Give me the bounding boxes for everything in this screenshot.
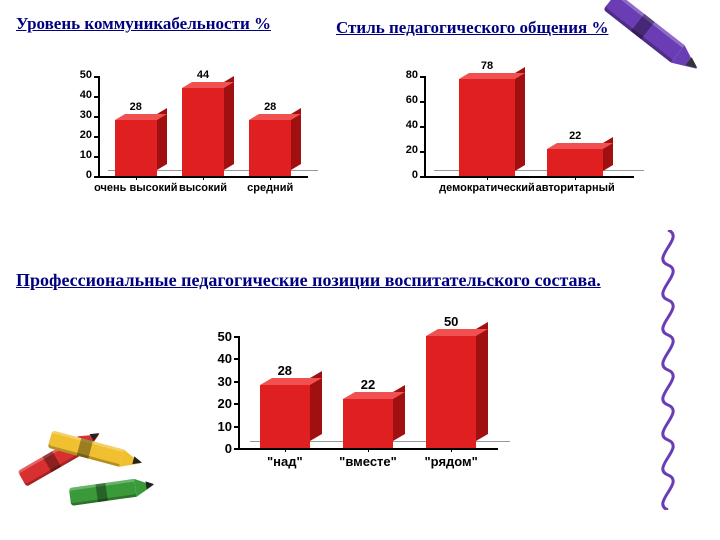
y-tick-label: 20 [204, 396, 232, 411]
y-tick-label: 10 [204, 419, 232, 434]
chart-positions: 0102030405028"над"22"вместе"50"рядом" [190, 318, 520, 488]
y-tick-label: 50 [204, 329, 232, 344]
bar-value-label: 50 [421, 314, 481, 329]
squiggle-purple-icon [648, 230, 688, 510]
bar-value-label: 28 [255, 363, 315, 378]
y-tick-label: 20 [64, 129, 92, 141]
y-tick-label: 80 [390, 69, 418, 81]
bar [547, 149, 603, 177]
title-communicability: Уровень коммуникабельности % [16, 14, 271, 34]
y-tick-label: 40 [390, 119, 418, 131]
bar [249, 120, 291, 176]
y-tick-label: 10 [64, 149, 92, 161]
y-tick-label: 40 [64, 89, 92, 101]
crayon-green-icon [69, 476, 156, 506]
y-tick-label: 30 [64, 109, 92, 121]
title-communication-style: Стиль педагогического общения % [336, 18, 608, 38]
y-tick-label: 50 [64, 69, 92, 81]
x-tick-label: средний [200, 182, 340, 194]
bar-value-label: 78 [454, 60, 520, 72]
title-positions: Профессиональные педагогические позиции … [16, 270, 601, 291]
chart-communicability: 0102030405028очень высокий44высокий28сре… [58, 58, 318, 208]
bar-value-label: 44 [177, 69, 229, 81]
bar-side [603, 137, 613, 171]
bar-value-label: 28 [110, 101, 162, 113]
y-tick-label: 0 [390, 169, 418, 181]
bar [260, 385, 310, 448]
chart-communication-style: 02040608078демократический22авторитарный [388, 58, 648, 208]
bar [115, 120, 157, 176]
bar [459, 79, 515, 177]
bar [343, 399, 393, 448]
bar [426, 336, 476, 448]
bar [182, 88, 224, 176]
y-tick-label: 40 [204, 351, 232, 366]
y-tick-label: 0 [64, 169, 92, 181]
bar-side [515, 67, 525, 171]
y-tick-label: 20 [390, 144, 418, 156]
y-tick-label: 60 [390, 94, 418, 106]
bar-side [476, 322, 488, 441]
bar-value-label: 22 [542, 130, 608, 142]
x-tick-label: авторитарный [505, 182, 645, 194]
bar-value-label: 22 [338, 377, 398, 392]
bar-side [224, 76, 234, 170]
y-tick-label: 30 [204, 374, 232, 389]
x-tick-label: "рядом" [381, 454, 521, 469]
bar-value-label: 28 [244, 101, 296, 113]
